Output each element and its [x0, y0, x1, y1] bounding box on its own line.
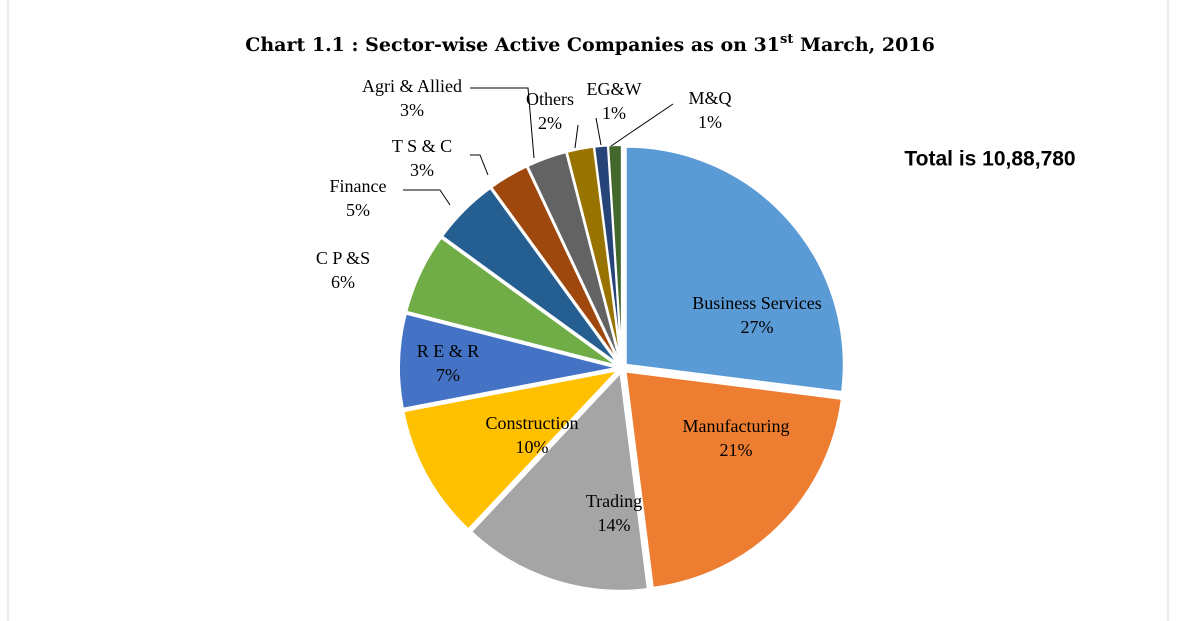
leader-line: [574, 124, 579, 149]
slice-label: C P &S: [316, 248, 370, 268]
slice-value-label: 6%: [331, 272, 355, 292]
pie-slice: [398, 312, 618, 410]
slice-value-label: 2%: [538, 113, 562, 133]
slice-value-label: 21%: [720, 440, 753, 460]
slice-value-label: 14%: [598, 515, 631, 535]
slice-label: Finance: [330, 176, 387, 196]
leader-line: [470, 87, 535, 159]
slice-label: M&Q: [688, 88, 731, 108]
title-part: March, 2016: [793, 34, 934, 56]
pie-slice: [405, 236, 619, 367]
leader-line: [470, 154, 489, 176]
slice-label: Others: [526, 89, 574, 109]
slice-value-label: 5%: [346, 200, 370, 220]
slice-label: R E & R: [417, 341, 480, 361]
slice-value-label: 1%: [698, 112, 722, 132]
pie-slice: [469, 370, 649, 592]
leader-line: [595, 117, 602, 146]
title-part: Chart 1.1 : Sector-wise Active Companies…: [245, 34, 780, 56]
pie-slice: [607, 144, 623, 364]
slice-label: EG&W: [587, 79, 642, 99]
slice-label: T S & C: [392, 136, 452, 156]
slice-label: Business Services: [692, 293, 822, 313]
slice-value-label: 10%: [516, 437, 549, 457]
slice-value-label: 7%: [436, 365, 460, 385]
slice-label: Trading: [586, 491, 642, 511]
chart-title: Chart 1.1 : Sector-wise Active Companies…: [245, 32, 935, 57]
annotation: Total is 10,88,780: [904, 148, 1075, 171]
leader-line: [403, 189, 451, 206]
slice-value-label: 1%: [602, 103, 626, 123]
leader-line: [610, 103, 674, 147]
pie-slice: [440, 186, 620, 366]
pie-slice: [624, 370, 843, 589]
slice-value-label: 3%: [410, 160, 434, 180]
slice-value-label: 3%: [400, 100, 424, 120]
slice-label: Manufacturing: [683, 416, 790, 436]
pie-slice: [624, 145, 845, 394]
slice-label: Construction: [486, 413, 579, 433]
slice-label: Agri & Allied: [362, 76, 462, 96]
title-sup: st: [780, 32, 793, 47]
pie-slice: [402, 368, 621, 531]
slice-value-label: 27%: [741, 317, 774, 337]
